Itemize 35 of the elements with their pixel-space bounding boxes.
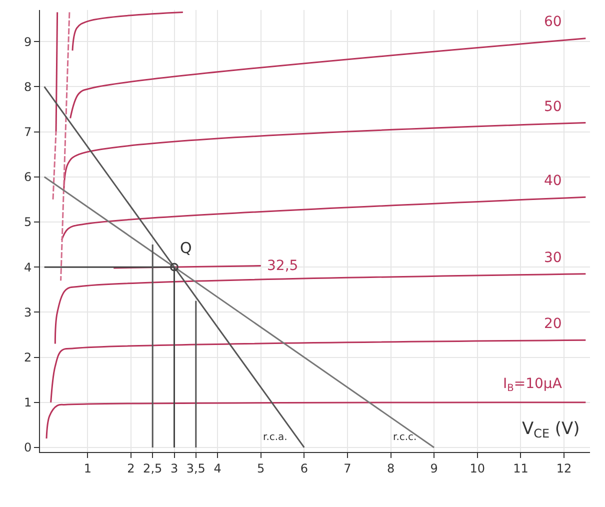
y-tick-label: 5 — [24, 215, 32, 230]
y-tick-label: 8 — [24, 80, 32, 94]
x-tick-label: 4 — [214, 461, 222, 476]
x-axis-title: V$_{CE}$ (V) — [522, 419, 580, 441]
y-tick-label: 0 — [24, 440, 32, 455]
series-label: I$_{B}$=10μA — [503, 376, 562, 394]
x-tick-label: 3,5 — [186, 461, 206, 476]
x-tick-label: 8 — [386, 461, 395, 476]
y-tick-label: 7 — [24, 124, 32, 139]
y-tick-label: 1 — [24, 396, 32, 410]
series-label: 20 — [544, 316, 562, 332]
series-label: 32,5 — [267, 258, 298, 274]
x-tick-label: 3 — [170, 461, 178, 476]
y-tick-label: 3 — [24, 305, 32, 320]
x-tick-label: 10 — [470, 461, 486, 476]
series-label: 40 — [544, 173, 562, 189]
x-tick-label: 2,5 — [143, 461, 162, 476]
x-tick-label: 9 — [430, 461, 438, 476]
y-tick-label: 4 — [24, 260, 32, 274]
annotation: r.c.c. — [393, 432, 417, 443]
y-tick-label: 6 — [24, 170, 32, 184]
x-tick-label: 2 — [127, 461, 135, 476]
y-tick-label: 2 — [24, 350, 32, 364]
annotation: Q — [180, 239, 192, 257]
x-tick-label: 5 — [257, 461, 265, 476]
series-label: 30 — [544, 250, 562, 266]
x-tick-label: 6 — [300, 461, 308, 476]
annotation: r.c.a. — [263, 432, 288, 443]
x-tick-label: 1 — [84, 461, 92, 476]
x-tick-label: 7 — [344, 461, 352, 476]
series-label: 50 — [544, 99, 562, 115]
x-tick-label: 11 — [513, 461, 528, 476]
x-tick-label: 12 — [556, 461, 572, 476]
series-label: 60 — [544, 14, 562, 30]
y-tick-label: 9 — [24, 34, 32, 49]
